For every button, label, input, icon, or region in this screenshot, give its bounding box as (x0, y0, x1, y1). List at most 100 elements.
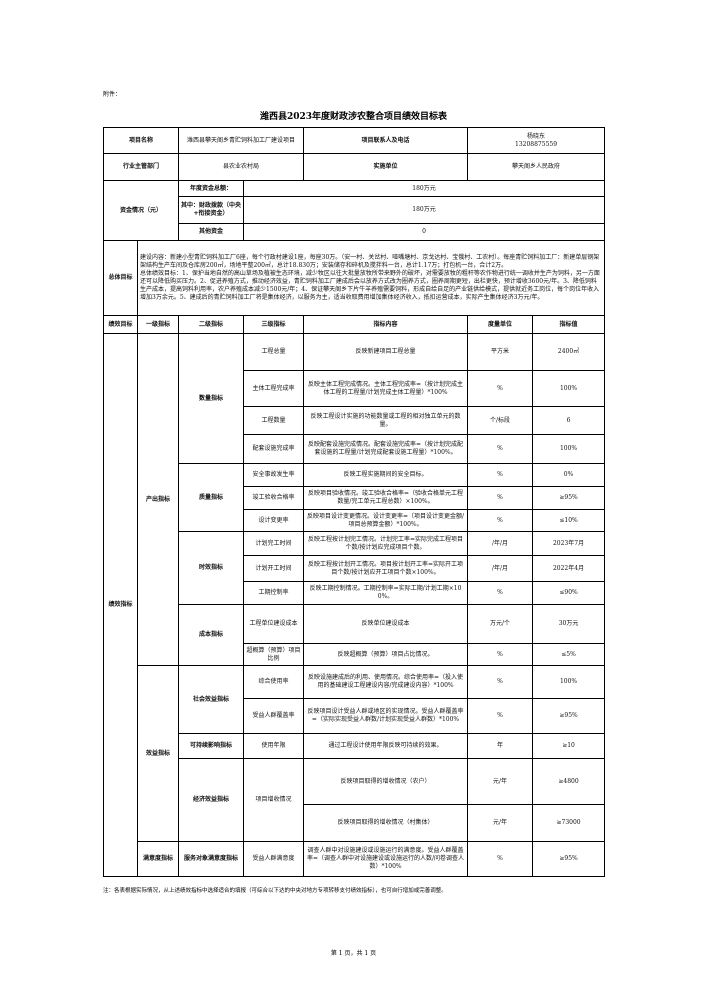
label: 实施单位 (303, 153, 469, 181)
level2: 时效指标 (178, 531, 245, 605)
level3: 综合使用率 (243, 665, 305, 699)
content: 反映项目设计受益人群或地区的实现情况。受益人群覆盖率=（实际实现受益人群数/计划… (303, 698, 469, 734)
table-row: 效益指标 社会效益指标 综合使用率 反映设施建成后的利用、使用情况。综合使用率=（投入… (104, 665, 606, 842)
unit: 元/年 (467, 758, 534, 805)
content: 反映单位建设成本 (303, 604, 469, 644)
table-row: 时效指标 计划完工时间 反映工程按计划完工情况。计划完工率=实际完成工程项目个数/按… (104, 531, 606, 605)
contact-line: 杨晓东 (527, 132, 546, 140)
target-value: ≥73000 (532, 804, 606, 842)
level3: 受益人群覆盖率 (243, 698, 305, 734)
table-row: 行业主管部门 县农业农村局 实施单位 攀天阁乡人民政府 (102, 153, 606, 181)
content: 反映项目设计变更情况。设计变更率=（项目设计变更金额/项目总预算金额）*100%… (303, 509, 469, 532)
level3: 安全事故发生率 (243, 463, 305, 487)
table-row: 其中：财政拨款（中央+衔接资金） 180万元 (104, 196, 606, 224)
unit: % (467, 581, 534, 605)
department: 县农业农村局 (178, 153, 305, 181)
target-value: ≤10% (532, 509, 606, 532)
level3: 工期控制率 (243, 581, 305, 605)
header-cell: 指标值 (532, 315, 606, 334)
contact: 杨晓东 13208875559 (467, 127, 606, 154)
target-value: 6 (532, 406, 606, 435)
level1: 产出指标 (136, 333, 180, 666)
table-row: 反映项目取得的增收情况（村集体） 元/年 ≥73000 (104, 804, 606, 842)
label: 资金情况（元） (102, 180, 180, 241)
goal-paragraph: 建设内容：新建小型青贮饲料加工厂6座，每个行政村建设1座，每座30万。（安一村、… (140, 254, 600, 269)
header-cell: 绩效目标 (103, 315, 138, 334)
unit: % (467, 643, 534, 666)
footnote: 注：各表根据实际情况，从上述绩效指标中选择适合的填报（可综合以下达的中央对地方专… (103, 888, 447, 894)
content: 反映主体工程完成情况。主体工程完成率=（按计划完成主体工程的工程量/计划完成主体… (303, 370, 469, 407)
level3: 使用年限 (243, 733, 305, 759)
level3: 工程数量 (243, 406, 305, 435)
level2: 成本指标 (178, 604, 245, 666)
level3: 配套设施完成率 (243, 434, 305, 464)
level3: 主体工程完成率 (243, 370, 305, 407)
level1: 满意度指标 (136, 841, 180, 877)
target-value: ≥10 (532, 733, 606, 759)
level1: 效益指标 (136, 665, 180, 842)
unit: % (467, 434, 534, 464)
fund-value: 180万元 (243, 196, 606, 224)
content: 反映工程设计实施的功能数量或工程的相对独立单元的数量。 (303, 406, 469, 435)
content: 反映新建项目工程总量 (303, 333, 469, 371)
level3: 受益人群满意度 (243, 841, 305, 877)
target-value: ≤5% (532, 643, 606, 666)
table-row: 绩效指标 产出指标 数量指标 工程总量 反映新建项目工程总量 平方米 2400㎡ (103, 333, 606, 877)
unit: % (467, 486, 534, 510)
table-row: 超概算（预算）项目比例 反映超概算（预算）项目占比情况。% ≤5% (104, 643, 606, 666)
target-value: 0% (532, 463, 606, 487)
content: 反映工程实施期间的安全目标。 (303, 463, 469, 487)
level0: 绩效指标 (103, 333, 138, 877)
level3: 项目增收情况 (243, 758, 305, 842)
fund-value: 0 (243, 223, 606, 241)
unit: 元/年 (467, 804, 534, 842)
unit: % (467, 509, 534, 532)
target-value: 2400㎡ (532, 333, 606, 371)
content: 反映项目取得的增收情况（农户） (303, 758, 469, 805)
target-value: 30万元 (532, 604, 606, 644)
target-value: 2022年4月 (532, 555, 606, 582)
level3: 设计变更率 (243, 509, 305, 532)
implementer: 攀天阁乡人民政府 (467, 153, 606, 181)
target-value: 100% (532, 370, 606, 407)
level3: 工程单位建设成本 (243, 604, 305, 644)
fund-label: 其中：财政拨款（中央+衔接资金） (178, 196, 245, 224)
table-row: 项目名称 潍西县攀天阁乡青贮饲料加工厂建设项目 项目联系人及电话 杨晓东 1320887… (102, 127, 606, 154)
page-footer: 第 1 页，共 1 页 (330, 950, 377, 957)
content: 通过工程设计使用年限反映可持续的效果。 (303, 733, 469, 759)
content: 反映工程按计划完工情况。计划完工率=实际完成工程项目个数/按计划应完成项目个数。 (303, 531, 469, 556)
table-row: 满意度指标 服务对象满意度指标 受益人群满意度 调查人群中对设施建设或设施运行的满意度… (104, 841, 606, 877)
level2: 数量指标 (178, 333, 245, 464)
table-row: 资金情况（元） 年度资金总额： 180万元 (102, 180, 606, 241)
header-cell: 指标内容 (303, 315, 469, 334)
header-cell: 二级指标 (178, 315, 245, 334)
table-row: 计划开工时间 反映工程按计划开工情况。项目按计划开工率=实际开工项目个数/按计划应… (104, 555, 606, 582)
table-row: 质量指标 安全事故发生率 反映工程实施期间的安全目标。% 0% (104, 463, 606, 532)
goal-text: 建设内容：新建小型青贮饲料加工厂6座，每个行政村建设1座，每座30万。（安一村、… (136, 240, 606, 316)
table-row: 成本指标 工程单位建设成本 反映单位建设成本 万元/个 30万元 (104, 604, 606, 666)
unit: % (467, 665, 534, 699)
title: 潍西县2023年度财政涉农整合项目绩效目标表 (259, 112, 448, 122)
content: 反映设施建成后的利用、使用情况。综合使用率=（投入使用的基础建设工程建设内容/完… (303, 665, 469, 699)
level3: 工程总量 (243, 333, 305, 371)
goal-paragraph: 总体绩效目标：1、保护当地自然的高山草场及植被生态环境，减少牧区以往大批量放牧所… (140, 270, 600, 301)
table-body: 项目名称 潍西县攀天阁乡青贮饲料加工厂建设项目 项目联系人及电话 杨晓东 1320887… (102, 127, 606, 877)
target-value: 100% (532, 665, 606, 699)
content: 反映项目验收情况。竣工验收合格率=（验收合格单元工程数量/完工单元工程总数）×1… (303, 486, 469, 510)
content: 反映项目取得的增收情况（村集体） (303, 804, 469, 842)
level3: 计划开工时间 (243, 555, 305, 582)
level2: 服务对象满意度指标 (178, 841, 245, 877)
content: 反映配套设施完成情况。配套设施完成率=（按计划完成配套设施的工程量/计划完成配套… (303, 434, 469, 464)
level2: 经济效益指标 (178, 758, 245, 842)
level3: 计划完工时间 (243, 531, 305, 556)
table-row: 可持续影响指标 使用年限 通过工程设计使用年限反映可持续的效果。年 ≥10 (104, 733, 606, 759)
label: 行业主管部门 (102, 153, 180, 181)
label: 项目联系人及电话 (303, 127, 469, 154)
header-cell: 三级指标 (243, 315, 305, 334)
unit: % (467, 698, 534, 734)
table-row: 总体目标 建设内容：新建小型青贮饲料加工厂6座，每个行政村建设1座，每座30万。（… (103, 240, 606, 316)
fund-value: 180万元 (243, 180, 606, 197)
table-row: 主体工程完成率 反映主体工程完成情况。主体工程完成率=（按计划完成主体工程的工程量… (104, 370, 606, 407)
contact-line: 13208875559 (515, 140, 558, 148)
